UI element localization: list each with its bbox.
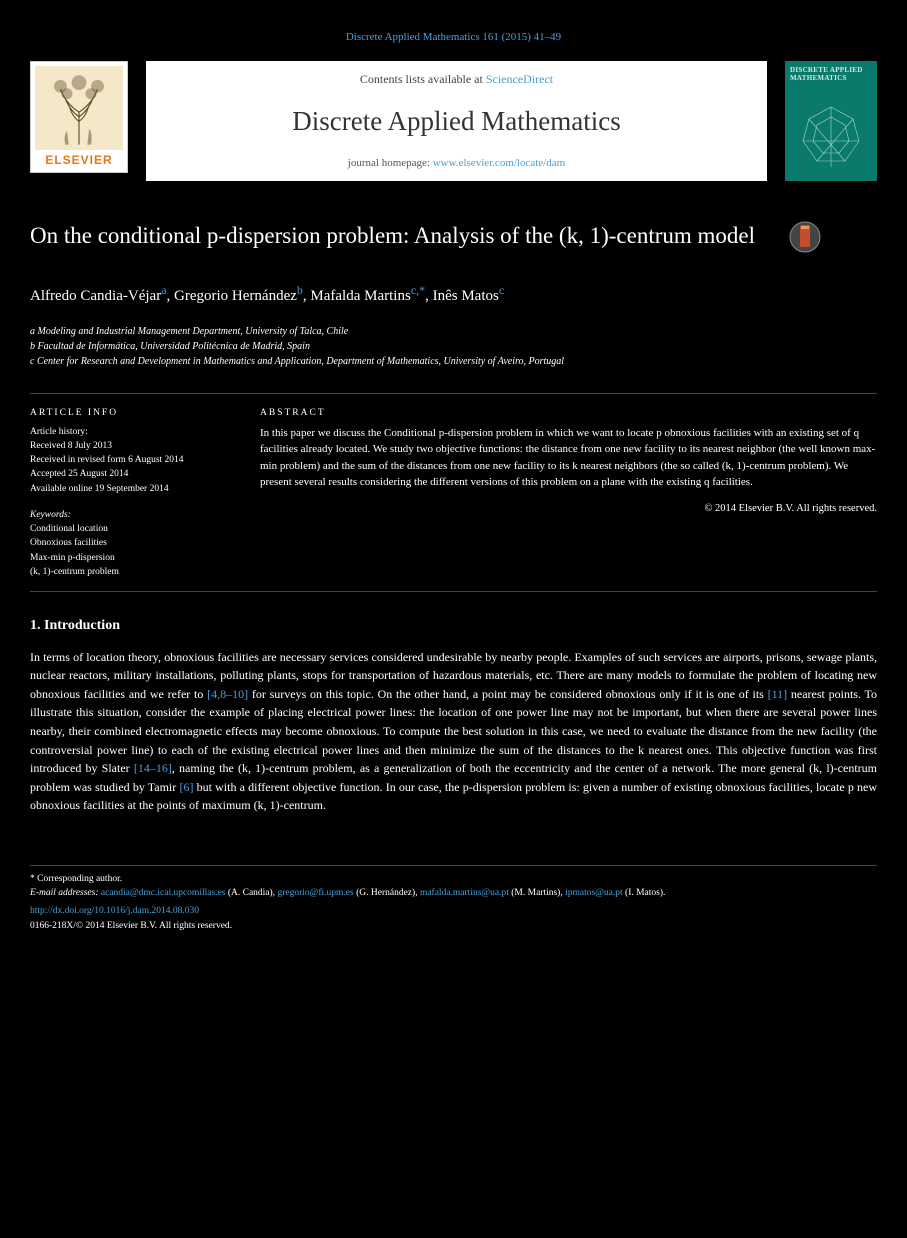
journal-title: Discrete Applied Mathematics (160, 103, 753, 141)
footnotes: * Corresponding author. E-mail addresses… (30, 865, 877, 933)
keyword-0: Conditional location (30, 522, 230, 536)
doi-line: http://dx.doi.org/10.1016/j.dam.2014.08.… (30, 904, 877, 918)
header-citation: Discrete Applied Mathematics 161 (2015) … (30, 30, 877, 45)
issn-line: 0166-218X/© 2014 Elsevier B.V. All right… (30, 919, 877, 933)
abstract-heading: ABSTRACT (260, 406, 877, 420)
email-0[interactable]: acandia@dmc.icai.upcomillas.es (101, 888, 226, 898)
history-3: Accepted 25 August 2014 (30, 467, 230, 481)
keyword-3: (k, 1)-centrum problem (30, 565, 230, 579)
emails-line: E-mail addresses: acandia@dmc.icai.upcom… (30, 886, 877, 900)
intro-body: In terms of location theory, obnoxious f… (30, 648, 877, 815)
keyword-2: Max-min p-dispersion (30, 551, 230, 565)
article-info-left: ARTICLE INFO Article history: Received 8… (30, 406, 230, 579)
history-2: Received in revised form 6 August 2014 (30, 453, 230, 467)
journal-cover-thumb: DISCRETE APPLIED MATHEMATICS (785, 61, 877, 181)
corresponding-note: * Corresponding author. (30, 872, 877, 886)
email-1-who: (G. Hernández), (356, 888, 417, 898)
homepage-link[interactable]: www.elsevier.com/locate/dam (433, 157, 565, 169)
article-title-text: On the conditional p-dispersion problem:… (30, 223, 755, 248)
cover-title: DISCRETE APPLIED MATHEMATICS (790, 67, 872, 82)
email-0-who: (A. Candia), (228, 888, 275, 898)
affiliation-a: a Modeling and Industrial Management Dep… (30, 324, 877, 339)
contents-available: Contents lists available at ScienceDirec… (160, 71, 753, 88)
copyright-line: © 2014 Elsevier B.V. All rights reserved… (260, 501, 877, 517)
doi-link[interactable]: http://dx.doi.org/10.1016/j.dam.2014.08.… (30, 906, 199, 916)
section-heading-intro: 1. Introduction (30, 616, 877, 636)
journal-homepage: journal homepage: www.elsevier.com/locat… (160, 156, 753, 171)
email-3-who: (I. Matos). (625, 888, 665, 898)
keywords-heading: Keywords: (30, 508, 230, 522)
keyword-1: Obnoxious facilities (30, 536, 230, 550)
abstract-block: ABSTRACT In this paper we discuss the Co… (260, 406, 877, 579)
affiliation-c: c Center for Research and Development in… (30, 354, 877, 369)
email-1[interactable]: gregorio@fi.upm.es (277, 888, 353, 898)
emails-label: E-mail addresses: (30, 888, 99, 898)
banner-center: Contents lists available at ScienceDirec… (146, 61, 767, 181)
article-title: On the conditional p-dispersion problem:… (30, 221, 877, 251)
email-2[interactable]: mafalda.martins@ua.pt (420, 888, 509, 898)
email-2-who: (M. Martins), (511, 888, 562, 898)
journal-banner: ELSEVIER Contents lists available at Sci… (30, 61, 877, 181)
affiliations: a Modeling and Industrial Management Dep… (30, 324, 877, 369)
history-1: Received 8 July 2013 (30, 439, 230, 453)
history-0: Article history: (30, 425, 230, 439)
article-info-block: ARTICLE INFO Article history: Received 8… (30, 393, 877, 592)
elsevier-wordmark: ELSEVIER (35, 150, 123, 169)
page-root: Discrete Applied Mathematics 161 (2015) … (0, 0, 907, 963)
elsevier-logo: ELSEVIER (30, 61, 128, 173)
affiliation-b: b Facultad de Informática, Universidad P… (30, 339, 877, 354)
homepage-prefix: journal homepage: (348, 157, 433, 169)
crossmark-icon[interactable] (789, 221, 821, 253)
cover-graphic-icon (795, 101, 867, 173)
email-3[interactable]: ipmatos@ua.pt (565, 888, 623, 898)
sciencedirect-link[interactable]: ScienceDirect (486, 72, 553, 86)
authors-line: Alfredo Candia-Véjara, Gregorio Hernánde… (30, 281, 877, 308)
history-4: Available online 19 September 2014 (30, 482, 230, 496)
abstract-text: In this paper we discuss the Conditional… (260, 425, 877, 491)
contents-prefix: Contents lists available at (360, 72, 486, 86)
elsevier-tree-icon (35, 66, 123, 149)
article-info-heading: ARTICLE INFO (30, 406, 230, 420)
